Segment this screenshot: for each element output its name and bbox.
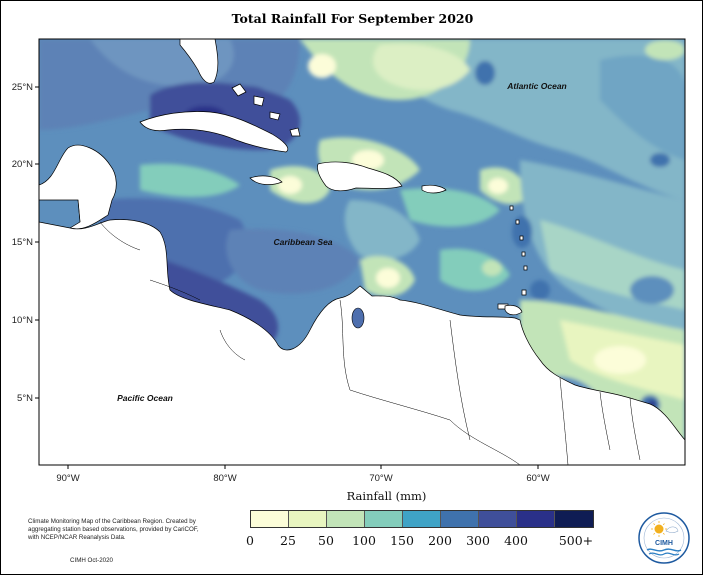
legend-title: Rainfall (mm) — [346, 489, 427, 503]
yucatan — [39, 144, 117, 230]
colorbar-swatch — [403, 511, 441, 527]
map-description: Climate Monitoring Map of the Caribbean … — [28, 518, 199, 542]
trinidad — [504, 304, 523, 316]
map-plot-area: Atlantic Ocean Caribbean Sea Pacific Oce… — [39, 39, 685, 465]
lat-label-15n: 15°N — [12, 237, 33, 248]
colorbar-swatch — [327, 511, 365, 527]
atlantic-ocean-label: Atlantic Ocean — [506, 81, 567, 91]
colorbar-swatch — [555, 511, 593, 527]
lat-label-20n: 20°N — [12, 159, 33, 170]
lat-label-10n: 10°N — [12, 315, 33, 326]
colorbar-swatch — [251, 511, 289, 527]
pacific-ocean-label: Pacific Ocean — [117, 393, 173, 403]
map-title: Total Rainfall For September 2020 — [231, 11, 474, 26]
bahamas — [231, 83, 301, 137]
lon-label-70w: 70°W — [369, 473, 392, 484]
colorbar-swatch — [441, 511, 479, 527]
colorbar — [250, 510, 594, 528]
lat-label-25n: 25°N — [12, 82, 33, 93]
colorbar-label: 100 — [352, 533, 376, 548]
map-border — [38, 38, 686, 466]
country-borders — [77, 199, 641, 465]
colorbar-swatch — [517, 511, 555, 527]
colorbar-swatch — [365, 511, 403, 527]
colorbar-label: 50 — [318, 533, 334, 548]
florida — [179, 39, 219, 84]
lake-maracaibo — [351, 307, 365, 329]
colorbar-label: 200 — [428, 533, 452, 548]
colorbar-label: 0 — [246, 533, 254, 548]
colorbar-label: 500+ — [558, 533, 594, 548]
colorbar-swatch — [479, 511, 517, 527]
jamaica — [249, 175, 283, 185]
colorbar-swatch — [289, 511, 327, 527]
colorbar-label: 25 — [280, 533, 296, 548]
cuba — [139, 111, 289, 153]
landmasses — [39, 39, 685, 465]
cimh-logo-text: CIMH — [655, 540, 673, 547]
colorbar-label: 300 — [466, 533, 490, 548]
lon-label-80w: 80°W — [213, 473, 236, 484]
central-south-america — [39, 219, 685, 465]
longitude-axis: 90°W 80°W 70°W 60°W — [56, 465, 550, 484]
colorbar-label: 400 — [504, 533, 528, 548]
caribbean-sea-label: Caribbean Sea — [273, 237, 332, 247]
colorbar-label: 150 — [390, 533, 414, 548]
cimh-logo: CIMH — [638, 512, 690, 564]
lon-label-60w: 60°W — [526, 473, 549, 484]
lon-label-90w: 90°W — [56, 473, 79, 484]
lat-label-5n: 5°N — [17, 393, 33, 404]
lesser-antilles — [497, 205, 528, 310]
hispaniola — [317, 161, 403, 192]
latitude-axis: 25°N 20°N 15°N 10°N 5°N — [12, 82, 39, 404]
map-credit: CIMH Oct-2020 — [70, 557, 113, 564]
puerto-rico — [421, 184, 447, 194]
